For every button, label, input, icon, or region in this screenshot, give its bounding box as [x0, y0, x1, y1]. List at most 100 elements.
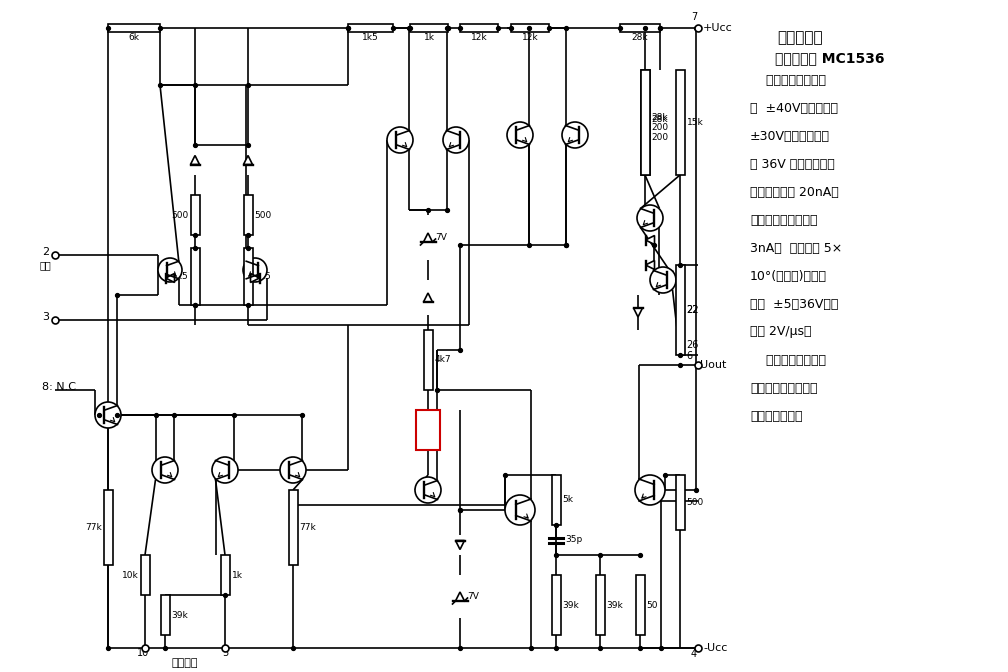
Text: 3k5: 3k5	[419, 425, 437, 435]
Bar	[348, 24, 393, 32]
Circle shape	[635, 475, 665, 505]
Text: 10°(典型值)；电源: 10°(典型值)；电源	[750, 269, 827, 282]
Bar	[104, 490, 113, 565]
Text: 39k: 39k	[607, 601, 623, 610]
Bar	[416, 410, 440, 450]
Text: 10k: 10k	[122, 571, 138, 579]
Polygon shape	[456, 592, 465, 601]
Bar	[140, 555, 149, 595]
Text: 1k5: 1k5	[362, 33, 379, 42]
Text: Uout: Uout	[700, 360, 727, 370]
Bar	[410, 24, 448, 32]
Text: 6k: 6k	[128, 33, 139, 42]
Text: 大器、积分器。: 大器、积分器。	[750, 409, 802, 423]
Circle shape	[650, 267, 676, 293]
Bar	[460, 24, 498, 32]
Bar	[221, 555, 230, 595]
Text: 1k: 1k	[232, 571, 243, 579]
Text: 7V: 7V	[435, 233, 448, 242]
Text: 大电压驱动、加法放: 大电压驱动、加法放	[750, 382, 817, 394]
Text: 应用：低频放大、: 应用：低频放大、	[750, 353, 826, 366]
Bar	[640, 70, 649, 175]
Text: 5k: 5k	[562, 495, 574, 505]
Text: 1k: 1k	[423, 33, 434, 42]
Text: 35p: 35p	[565, 536, 583, 544]
Circle shape	[95, 402, 121, 428]
Text: 电压  ±5～36V；压: 电压 ±5～36V；压	[750, 298, 839, 310]
Text: 1k5: 1k5	[171, 272, 188, 281]
Text: ±30V（电源电压正: ±30V（电源电压正	[750, 130, 830, 142]
Text: 26: 26	[686, 340, 699, 350]
Bar	[108, 24, 160, 32]
Text: 500: 500	[254, 210, 272, 220]
Text: 39k: 39k	[171, 610, 188, 620]
Text: 22: 22	[686, 305, 699, 315]
Text: 2: 2	[42, 247, 49, 257]
Text: 28k: 28k	[632, 33, 648, 42]
Bar	[675, 70, 684, 175]
Text: 4: 4	[691, 649, 698, 659]
Circle shape	[415, 477, 442, 503]
Polygon shape	[645, 235, 654, 245]
Bar	[288, 490, 297, 565]
Circle shape	[387, 127, 413, 153]
Text: 39k: 39k	[562, 601, 580, 610]
Circle shape	[243, 258, 267, 282]
Text: 200: 200	[651, 132, 668, 142]
Text: 7: 7	[691, 12, 698, 22]
Bar	[160, 595, 169, 635]
Text: 50: 50	[646, 601, 658, 610]
Text: 500: 500	[686, 498, 704, 507]
Text: 摆率 2V/μs。: 摆率 2V/μs。	[750, 325, 811, 339]
Text: 10: 10	[137, 648, 149, 658]
Circle shape	[443, 127, 469, 153]
Polygon shape	[456, 540, 465, 550]
Polygon shape	[165, 274, 174, 282]
Text: 1k5: 1k5	[254, 272, 271, 281]
Text: 22: 22	[686, 305, 699, 315]
Polygon shape	[423, 233, 432, 242]
Text: 28k: 28k	[651, 116, 667, 124]
Text: 3: 3	[42, 312, 49, 322]
Circle shape	[507, 122, 533, 148]
Text: 77k: 77k	[299, 523, 317, 532]
Text: 28k
200: 28k 200	[651, 113, 668, 132]
Bar	[675, 265, 684, 355]
Text: 压  ±40V；输出电压: 压 ±40V；输出电压	[750, 101, 838, 114]
Circle shape	[505, 495, 535, 525]
Bar	[423, 330, 432, 390]
Bar	[675, 475, 684, 530]
Circle shape	[637, 205, 663, 231]
Text: 输入失调电流不大于: 输入失调电流不大于	[750, 214, 817, 226]
Text: 4k7: 4k7	[434, 355, 452, 364]
Text: 15k: 15k	[686, 118, 704, 127]
Text: 5: 5	[222, 648, 228, 658]
Text: 500: 500	[171, 210, 188, 220]
Circle shape	[158, 258, 182, 282]
Circle shape	[280, 457, 306, 483]
Text: 77k: 77k	[85, 523, 102, 532]
Text: 6: 6	[686, 351, 692, 361]
Text: -Ucc: -Ucc	[703, 643, 728, 653]
Text: 特点：最高工作电: 特点：最高工作电	[750, 73, 826, 87]
Bar	[511, 24, 549, 32]
Bar	[640, 70, 649, 175]
Text: 7V: 7V	[468, 592, 480, 601]
Text: 3nA；  开环增益 5×: 3nA； 开环增益 5×	[750, 241, 843, 255]
Circle shape	[562, 122, 588, 148]
Text: +Ucc: +Ucc	[703, 23, 733, 33]
Circle shape	[152, 457, 178, 483]
Text: 8: N.C: 8: N.C	[42, 382, 76, 392]
Text: 运算放大器 MC1536: 运算放大器 MC1536	[775, 51, 884, 65]
Polygon shape	[633, 308, 642, 317]
Polygon shape	[423, 293, 432, 302]
Bar	[551, 475, 560, 525]
Bar	[635, 575, 644, 635]
Text: 负 36V 时）；输入偏: 负 36V 时）；输入偏	[750, 157, 835, 171]
Circle shape	[212, 457, 238, 483]
Text: 输入: 输入	[40, 260, 51, 270]
Polygon shape	[645, 261, 654, 269]
Bar	[191, 248, 200, 305]
Bar	[244, 195, 252, 235]
Polygon shape	[251, 274, 259, 282]
